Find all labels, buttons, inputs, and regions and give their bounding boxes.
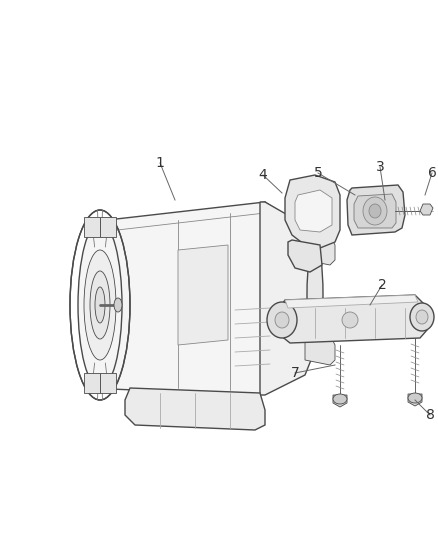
Polygon shape — [125, 388, 265, 430]
Polygon shape — [295, 190, 332, 232]
Text: 3: 3 — [376, 160, 385, 174]
Polygon shape — [278, 295, 427, 343]
Text: 5: 5 — [314, 166, 322, 180]
Polygon shape — [100, 202, 277, 395]
Polygon shape — [288, 240, 322, 272]
Polygon shape — [84, 217, 100, 237]
Polygon shape — [408, 394, 422, 406]
Polygon shape — [100, 202, 277, 240]
Polygon shape — [347, 185, 405, 235]
Ellipse shape — [275, 312, 289, 328]
Text: 1: 1 — [155, 156, 164, 170]
Ellipse shape — [78, 222, 122, 388]
Ellipse shape — [114, 298, 122, 312]
Text: 8: 8 — [426, 408, 434, 422]
Polygon shape — [354, 194, 396, 228]
Polygon shape — [305, 330, 335, 365]
Polygon shape — [100, 217, 116, 237]
Ellipse shape — [90, 271, 110, 339]
Polygon shape — [285, 175, 340, 248]
Ellipse shape — [95, 287, 105, 323]
Polygon shape — [100, 373, 116, 393]
Ellipse shape — [307, 240, 323, 350]
Polygon shape — [285, 295, 418, 308]
Ellipse shape — [369, 204, 381, 218]
Polygon shape — [305, 225, 335, 265]
Text: 7: 7 — [291, 366, 300, 380]
Ellipse shape — [410, 303, 434, 331]
Polygon shape — [333, 395, 347, 407]
Ellipse shape — [84, 250, 116, 360]
Ellipse shape — [267, 302, 297, 338]
Ellipse shape — [416, 310, 428, 324]
Polygon shape — [420, 204, 433, 215]
Text: 4: 4 — [258, 168, 267, 182]
Polygon shape — [178, 245, 228, 345]
Polygon shape — [84, 373, 100, 393]
Text: 6: 6 — [427, 166, 436, 180]
Ellipse shape — [342, 312, 358, 328]
Ellipse shape — [408, 393, 422, 403]
Text: 2: 2 — [378, 278, 386, 292]
Ellipse shape — [333, 394, 347, 404]
Polygon shape — [260, 202, 315, 395]
Ellipse shape — [363, 197, 387, 225]
